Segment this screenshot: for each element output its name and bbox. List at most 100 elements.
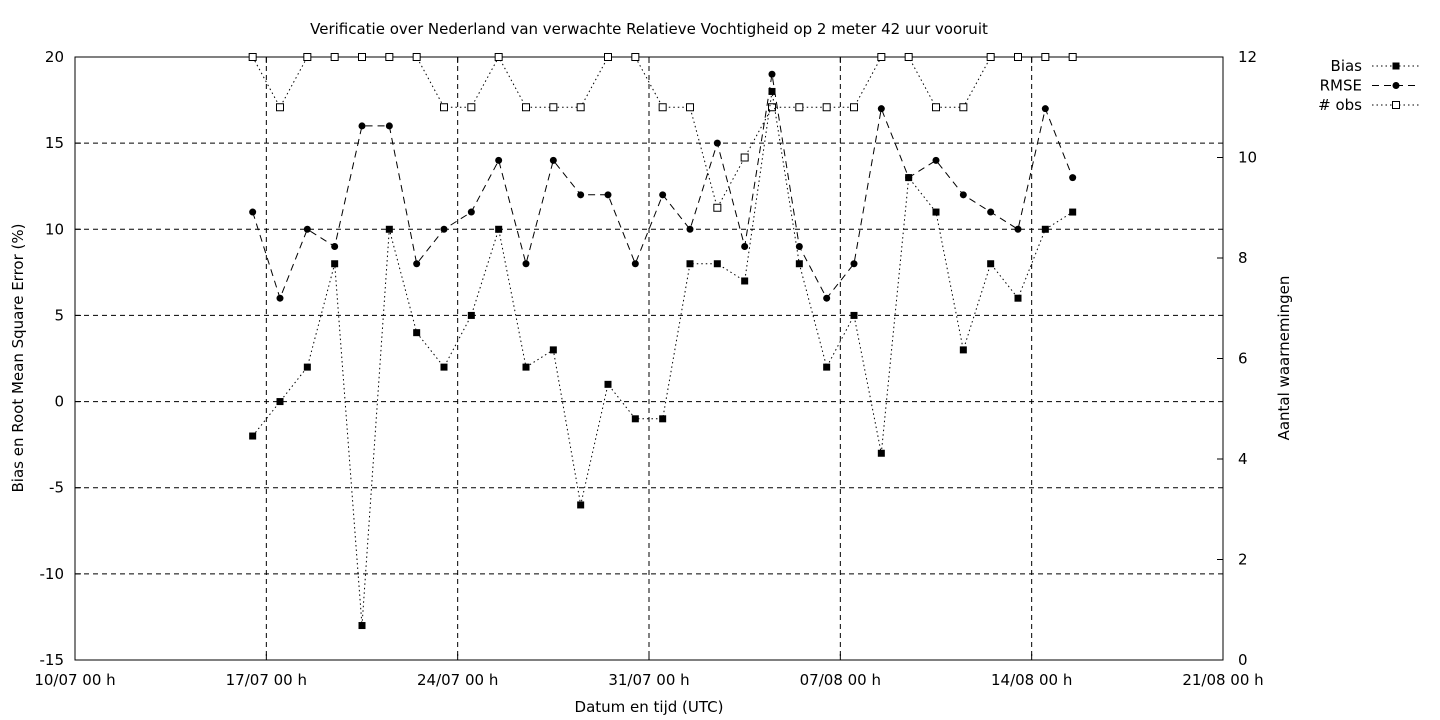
y-tick-label: 0 xyxy=(54,393,64,411)
data-point-rmse xyxy=(577,191,585,199)
y2-tick-label: 4 xyxy=(1238,450,1248,468)
x-tick-label: 07/08 00 h xyxy=(800,671,881,689)
data-point-bias xyxy=(823,363,831,371)
data-point-bias xyxy=(549,346,557,354)
data-point-rmse xyxy=(549,156,557,164)
data-point-obs xyxy=(494,53,503,61)
data-point-bias xyxy=(604,380,612,388)
y2-axis-label: Aantal waarnemingen xyxy=(1275,276,1293,441)
data-point-obs xyxy=(276,103,284,112)
data-point-obs xyxy=(412,53,421,61)
data-point-rmse xyxy=(795,243,803,251)
data-point-obs xyxy=(686,103,694,112)
series-line-bias xyxy=(252,91,1073,626)
data-point-obs xyxy=(440,103,448,112)
data-point-obs xyxy=(1041,53,1050,61)
data-point-bias xyxy=(795,260,803,268)
data-point-rmse xyxy=(987,208,995,216)
data-point-obs xyxy=(330,53,339,61)
data-point-obs xyxy=(549,103,558,112)
data-point-rmse xyxy=(249,208,257,216)
y-tick-label: 10 xyxy=(45,220,64,238)
series-line-obs xyxy=(252,55,1073,210)
data-point-bias xyxy=(440,363,448,371)
data-point-obs xyxy=(1068,53,1077,61)
data-point-bias xyxy=(932,208,940,216)
y2-tick-label: 0 xyxy=(1238,651,1248,669)
data-point-obs xyxy=(904,53,913,61)
legend-marker-obs xyxy=(1392,101,1400,109)
x-tick-label: 21/08 00 h xyxy=(1182,671,1263,689)
data-point-bias xyxy=(741,277,749,285)
chart-title: Verificatie over Nederland van verwachte… xyxy=(310,20,988,38)
data-point-rmse xyxy=(1014,225,1022,233)
data-point-obs xyxy=(713,203,722,212)
series-bias xyxy=(249,87,1077,630)
data-point-obs xyxy=(1014,53,1022,61)
data-point-obs xyxy=(740,153,749,162)
y-tick-label: 20 xyxy=(45,48,64,66)
data-point-bias xyxy=(959,346,967,354)
data-point-bias xyxy=(495,225,503,233)
x-axis-label: Datum en tijd (UTC) xyxy=(575,698,724,716)
x-tick-label: 10/07 00 h xyxy=(34,671,115,689)
data-point-obs xyxy=(658,103,667,112)
data-point-bias xyxy=(331,260,339,268)
y2-tick-label: 8 xyxy=(1238,249,1248,267)
legend-marker-bias xyxy=(1392,62,1400,70)
data-point-bias xyxy=(659,415,667,423)
x-tick-label: 17/07 00 h xyxy=(226,671,307,689)
data-point-rmse xyxy=(850,260,858,268)
data-point-bias xyxy=(467,311,475,319)
data-point-rmse xyxy=(959,191,967,199)
legend-label-bias: Bias xyxy=(1331,57,1363,75)
data-point-bias xyxy=(713,260,721,268)
data-point-rmse xyxy=(932,156,940,164)
data-point-obs xyxy=(385,53,394,61)
data-point-rmse xyxy=(358,122,366,130)
data-point-obs xyxy=(303,53,312,61)
legend-label-rmse: RMSE xyxy=(1320,77,1362,95)
x-tick-label: 31/07 00 h xyxy=(608,671,689,689)
series-rmse xyxy=(249,70,1077,302)
series-layer xyxy=(248,53,1077,630)
data-point-bias xyxy=(905,174,913,182)
y-tick-label: 5 xyxy=(54,306,64,324)
data-point-bias xyxy=(385,225,393,233)
data-point-bias xyxy=(249,432,257,440)
data-point-rmse xyxy=(631,260,639,268)
y-tick-label: -15 xyxy=(40,651,65,669)
data-point-rmse xyxy=(659,191,667,199)
data-point-obs xyxy=(959,103,968,112)
data-point-rmse xyxy=(467,208,475,216)
data-point-bias xyxy=(768,87,776,95)
data-point-bias xyxy=(358,622,366,630)
data-point-obs xyxy=(795,103,804,112)
data-point-bias xyxy=(987,260,995,268)
x-tick-label: 14/08 00 h xyxy=(991,671,1072,689)
data-point-bias xyxy=(1041,225,1049,233)
data-point-rmse xyxy=(276,294,284,302)
data-point-bias xyxy=(631,415,639,423)
data-point-rmse xyxy=(413,260,421,268)
y2-tick-label: 12 xyxy=(1238,48,1257,66)
data-point-obs xyxy=(877,53,886,61)
data-point-obs xyxy=(522,103,530,112)
data-point-obs xyxy=(358,53,366,61)
y2-tick-label: 2 xyxy=(1238,551,1248,569)
legend-marker-rmse xyxy=(1392,82,1400,89)
data-point-bias xyxy=(413,329,421,337)
data-point-bias xyxy=(850,311,858,319)
data-point-obs xyxy=(768,103,776,112)
data-point-rmse xyxy=(604,191,612,199)
data-point-obs xyxy=(932,103,940,112)
data-point-bias xyxy=(303,363,311,371)
data-point-obs xyxy=(850,103,858,112)
y-tick-label: -10 xyxy=(40,565,65,583)
y-tick-label: 15 xyxy=(45,134,64,152)
data-point-rmse xyxy=(331,243,339,251)
data-point-rmse xyxy=(877,105,885,113)
data-point-rmse xyxy=(495,156,503,164)
x-tick-label: 24/07 00 h xyxy=(417,671,498,689)
data-point-rmse xyxy=(440,225,448,233)
